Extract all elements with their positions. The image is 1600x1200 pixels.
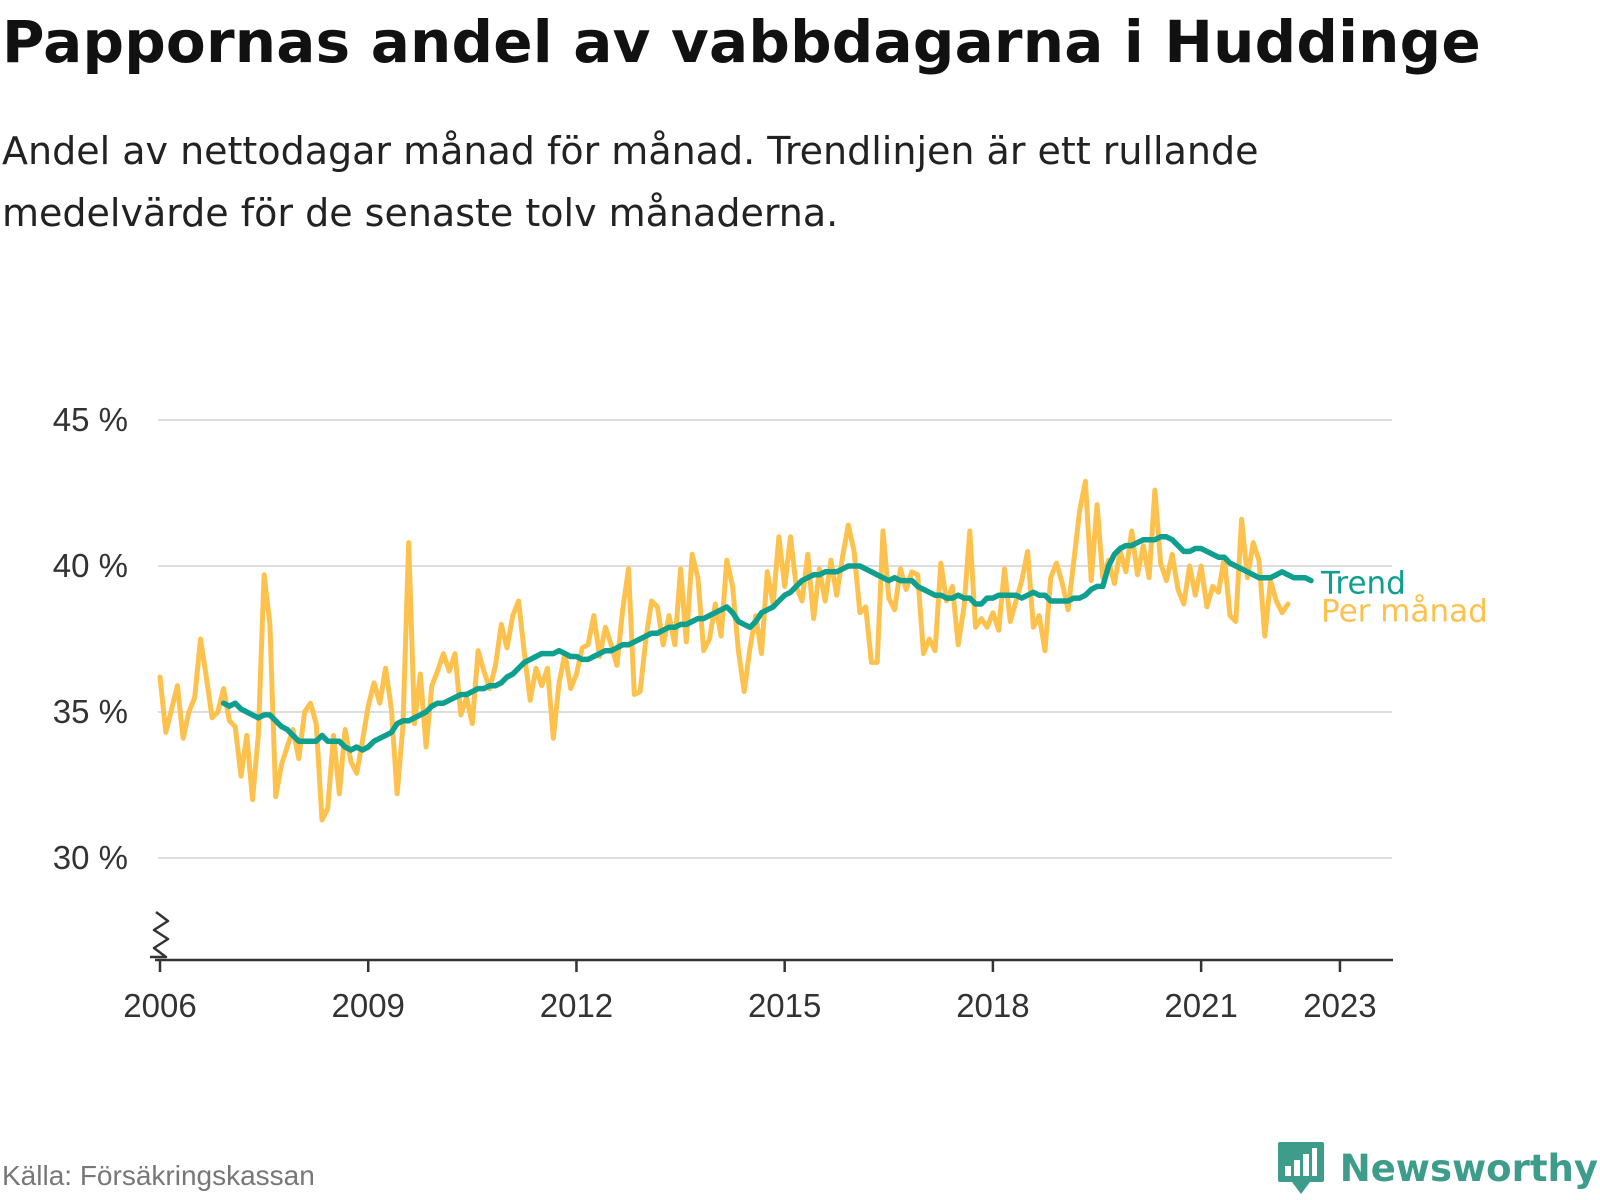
chart-subtitle: Andel av nettodagar månad för månad. Tre…: [2, 129, 1259, 235]
brand-name: Newsworthy: [1339, 1146, 1598, 1190]
series-label-monthly: Per månad: [1321, 594, 1488, 630]
brand-logo: Newsworthy: [1276, 1140, 1598, 1196]
x-tick-label: 2021: [1164, 987, 1237, 1024]
series-lines: [157, 478, 1314, 823]
source-note: Källa: Försäkringskassan: [2, 1160, 315, 1191]
grid-lines: [158, 419, 1392, 859]
y-axis-ticks: 30 % 35 % 40 % 45 %: [53, 401, 128, 876]
x-tick-label: 2018: [956, 987, 1029, 1024]
axis-break-icon: [150, 911, 170, 959]
x-tick-label: 2006: [123, 987, 196, 1024]
x-axis-ticks: 2006 2009 2012 2015 2018 2021 2023: [123, 960, 1377, 1024]
y-tick-label: 45 %: [53, 401, 128, 438]
y-tick-label: 35 %: [53, 693, 128, 730]
newsworthy-logo-icon: [1277, 1142, 1324, 1194]
x-tick-label: 2012: [540, 987, 613, 1024]
x-tick-label: 2023: [1303, 987, 1376, 1024]
x-tick-label: 2009: [332, 987, 405, 1024]
x-axis: [150, 911, 1393, 962]
monthly-line: [157, 478, 1291, 823]
y-tick-label: 30 %: [53, 839, 128, 876]
x-tick-label: 2015: [748, 987, 821, 1024]
chart-title: Pappornas andel av vabbdagarna i Hudding…: [2, 8, 1481, 76]
y-tick-label: 40 %: [53, 547, 128, 584]
trend-line: [220, 534, 1314, 753]
series-label-trend: Trend: [1320, 566, 1406, 602]
